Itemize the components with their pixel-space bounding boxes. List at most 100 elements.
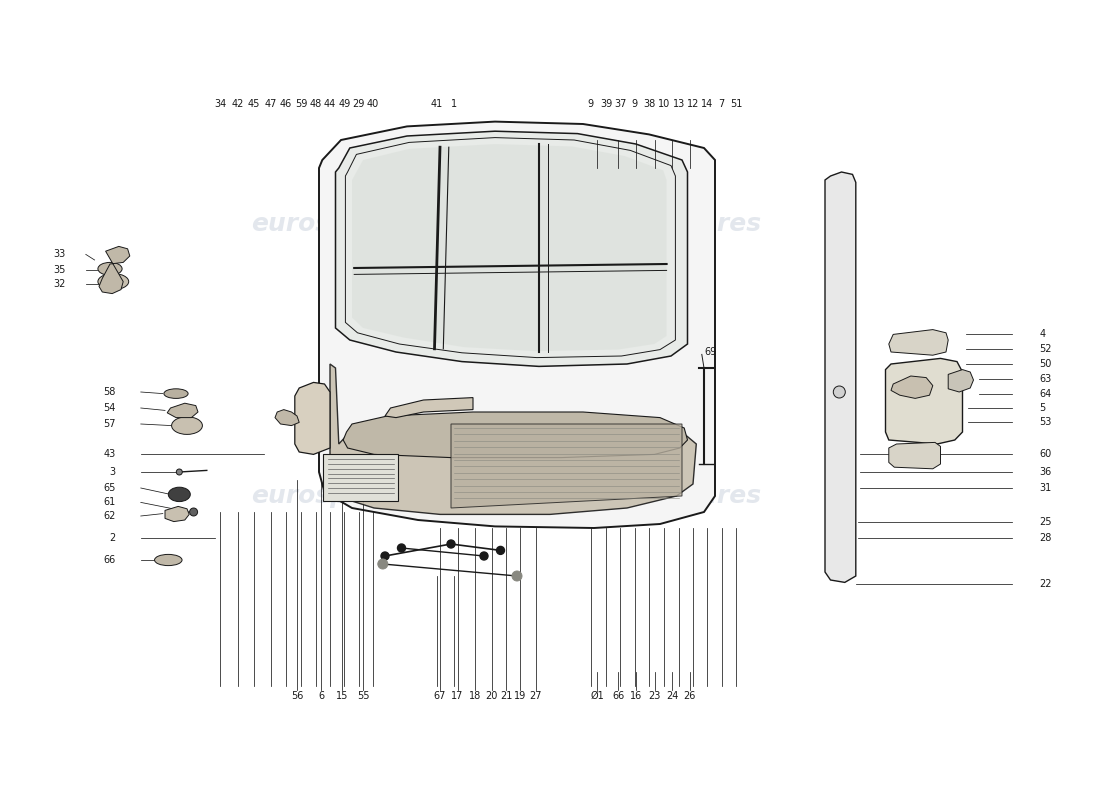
Text: 69: 69 (704, 347, 716, 357)
Text: eurospares: eurospares (251, 484, 409, 508)
Text: 33: 33 (54, 250, 66, 259)
Polygon shape (948, 370, 974, 392)
Polygon shape (886, 358, 962, 444)
Text: 54: 54 (103, 403, 116, 413)
Text: 25: 25 (1040, 517, 1052, 526)
Text: 17: 17 (451, 691, 464, 701)
Text: 38: 38 (642, 99, 656, 109)
Text: 64: 64 (1040, 389, 1052, 398)
Text: 37: 37 (614, 99, 627, 109)
Polygon shape (99, 246, 130, 294)
Text: 26: 26 (683, 691, 696, 701)
Text: 12: 12 (686, 99, 700, 109)
Ellipse shape (168, 487, 190, 502)
Text: 24: 24 (666, 691, 679, 701)
Text: 48: 48 (309, 99, 322, 109)
Text: 22: 22 (1040, 579, 1052, 589)
Text: 52: 52 (1040, 344, 1052, 354)
Text: 2: 2 (109, 533, 116, 542)
Polygon shape (336, 131, 688, 366)
Circle shape (397, 544, 406, 552)
Text: 1: 1 (451, 99, 458, 109)
Text: 61: 61 (103, 498, 116, 507)
Circle shape (496, 546, 505, 554)
Text: eurospares: eurospares (603, 212, 761, 236)
Text: 14: 14 (701, 99, 714, 109)
Polygon shape (451, 424, 682, 508)
Circle shape (176, 469, 183, 475)
Text: 67: 67 (433, 691, 447, 701)
Text: 6: 6 (318, 691, 324, 701)
Text: 60: 60 (1040, 449, 1052, 458)
Text: 16: 16 (629, 691, 642, 701)
Text: 15: 15 (336, 691, 349, 701)
Polygon shape (889, 330, 948, 355)
Text: 57: 57 (103, 419, 116, 429)
Text: 65: 65 (103, 483, 116, 493)
Circle shape (381, 552, 389, 560)
Circle shape (512, 571, 522, 581)
Polygon shape (352, 144, 667, 351)
Polygon shape (825, 172, 856, 582)
Ellipse shape (98, 262, 122, 275)
Polygon shape (275, 410, 299, 426)
Text: 47: 47 (264, 99, 277, 109)
Polygon shape (165, 506, 189, 522)
Text: 32: 32 (54, 279, 66, 289)
Text: eurospares: eurospares (251, 212, 409, 236)
Text: 28: 28 (1040, 533, 1052, 542)
Text: 34: 34 (213, 99, 227, 109)
Text: 13: 13 (672, 99, 685, 109)
Text: 44: 44 (323, 99, 337, 109)
Polygon shape (891, 376, 933, 398)
Text: 10: 10 (658, 99, 671, 109)
Ellipse shape (172, 417, 202, 434)
Text: 42: 42 (231, 99, 244, 109)
Polygon shape (295, 382, 330, 454)
Text: 27: 27 (529, 691, 542, 701)
Text: 51: 51 (729, 99, 743, 109)
Text: 4: 4 (1040, 330, 1046, 339)
Circle shape (189, 508, 198, 516)
Text: 21: 21 (499, 691, 513, 701)
Text: 45: 45 (248, 99, 261, 109)
Text: 3: 3 (109, 467, 116, 477)
Text: 35: 35 (54, 265, 66, 274)
Text: 55: 55 (356, 691, 370, 701)
Text: 58: 58 (103, 387, 116, 397)
Text: Ø1: Ø1 (591, 691, 604, 701)
Text: 46: 46 (279, 99, 293, 109)
Text: 20: 20 (485, 691, 498, 701)
Text: 56: 56 (290, 691, 304, 701)
Polygon shape (889, 442, 940, 469)
Text: 18: 18 (469, 691, 482, 701)
Text: eurospares: eurospares (603, 484, 761, 508)
Ellipse shape (98, 274, 129, 290)
Circle shape (480, 552, 488, 560)
Circle shape (834, 386, 845, 398)
Text: 7: 7 (718, 99, 725, 109)
Polygon shape (167, 403, 198, 418)
Text: 5: 5 (1040, 403, 1046, 413)
Text: 41: 41 (430, 99, 443, 109)
Polygon shape (319, 122, 715, 528)
Polygon shape (343, 412, 688, 458)
Circle shape (377, 559, 388, 569)
Text: 62: 62 (103, 511, 116, 521)
Polygon shape (385, 398, 473, 418)
Text: 66: 66 (612, 691, 625, 701)
Text: 50: 50 (1040, 359, 1052, 369)
Ellipse shape (164, 389, 188, 398)
Text: 59: 59 (295, 99, 308, 109)
Polygon shape (330, 364, 696, 514)
Text: 66: 66 (103, 555, 116, 565)
Bar (323, 454, 398, 501)
Text: 29: 29 (352, 99, 365, 109)
Text: 36: 36 (1040, 467, 1052, 477)
Circle shape (447, 540, 455, 548)
Ellipse shape (154, 554, 182, 566)
Text: 9: 9 (587, 99, 594, 109)
Text: 9: 9 (631, 99, 638, 109)
Text: 53: 53 (1040, 418, 1052, 427)
Text: 39: 39 (600, 99, 613, 109)
